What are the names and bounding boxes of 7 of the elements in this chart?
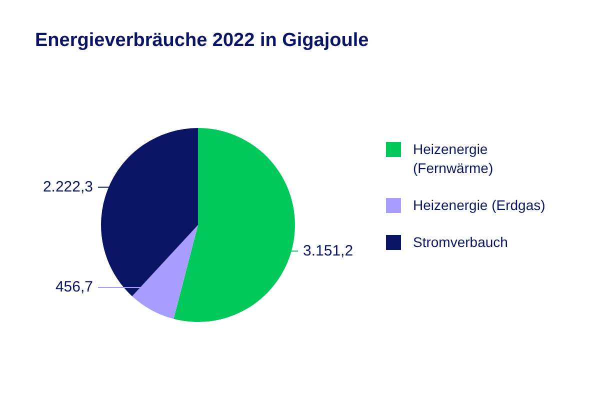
- chart-title: Energieverbräuche 2022 in Gigajoule: [35, 30, 369, 52]
- data-label: 3.151,2: [303, 242, 354, 260]
- legend-label: Heizenergie (Erdgas): [413, 196, 546, 215]
- legend-label: Heizenergie (Fernwärme): [413, 140, 494, 178]
- data-label: 2.222,3: [42, 178, 93, 196]
- legend-label: Stromverbauch: [413, 233, 508, 252]
- data-label: 456,7: [55, 278, 93, 296]
